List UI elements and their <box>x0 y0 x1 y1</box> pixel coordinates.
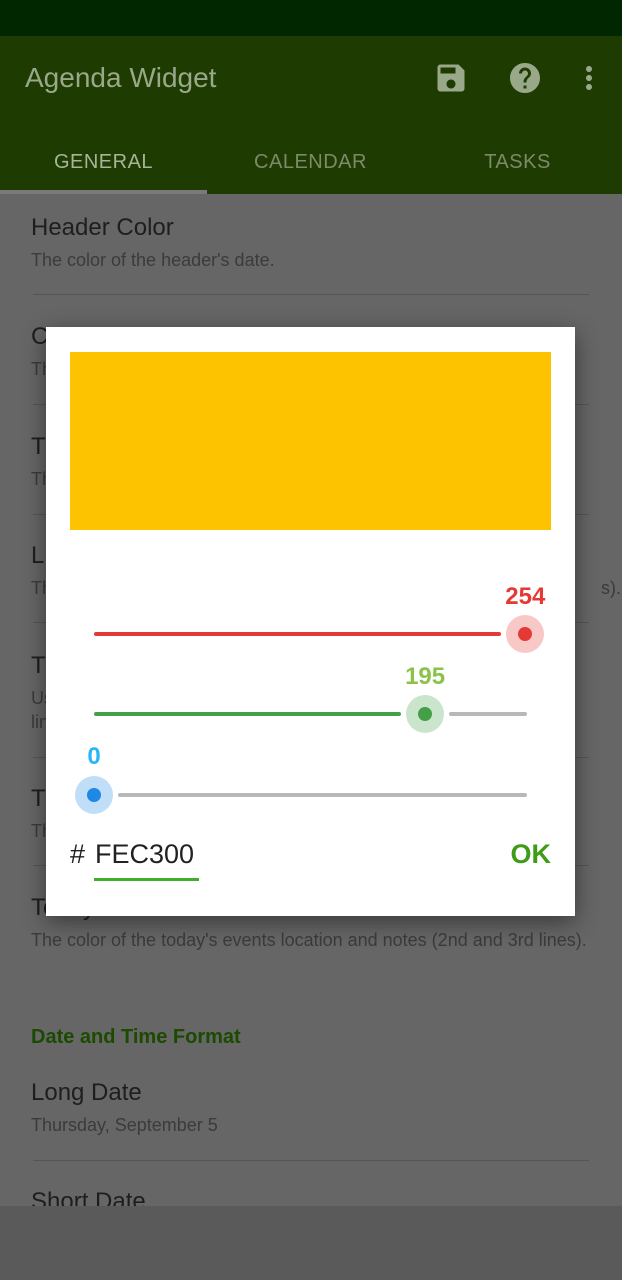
status-bar <box>0 0 622 36</box>
pref-title: C <box>31 323 49 350</box>
green-slider-track-rest[interactable] <box>449 712 527 716</box>
help-icon <box>510 63 540 93</box>
pref-short-date[interactable]: Short Date <box>31 1188 591 1206</box>
save-icon <box>437 64 465 92</box>
more-vert-icon <box>586 66 592 90</box>
green-slider-thumb-center <box>418 707 433 721</box>
hex-hash-symbol: # <box>70 839 86 869</box>
pref-summary: The color of the today's events location… <box>31 930 587 950</box>
app-bar: Agenda Widget GENERAL CALENDAR TASKS <box>0 36 622 194</box>
pref-summary-tail: s). <box>601 578 621 598</box>
red-value-label: 254 <box>505 583 546 610</box>
green-value-label: 195 <box>405 663 446 690</box>
pref-summary: Thursday, September 5 <box>31 1115 218 1135</box>
blue-slider-track-rest[interactable] <box>118 793 527 797</box>
help-button[interactable] <box>505 56 545 100</box>
pref-summary: The color of the header's date. <box>31 250 275 270</box>
pref-title: T <box>31 785 46 812</box>
pref-title: T <box>31 652 46 679</box>
more-options-button[interactable] <box>569 56 609 100</box>
tab-bar: GENERAL CALENDAR TASKS <box>0 130 622 194</box>
color-picker-dialog: 254 195 0 # FEC300 OK <box>46 327 575 916</box>
pref-header-color[interactable]: Header Color The color of the header's d… <box>31 214 591 272</box>
tab-general[interactable]: GENERAL <box>53 150 154 173</box>
pref-title: L <box>31 542 45 569</box>
blue-value-label: 0 <box>87 743 101 770</box>
pref-title: Short Date <box>31 1188 146 1206</box>
color-preview-swatch <box>70 352 551 530</box>
pref-title: Header Color <box>31 214 174 241</box>
hex-input[interactable]: FEC300 <box>95 839 195 869</box>
tab-indicator <box>0 190 207 194</box>
red-slider-track-fill <box>94 632 502 636</box>
navigation-bar-area <box>0 1206 622 1280</box>
tab-tasks[interactable]: TASKS <box>484 150 551 173</box>
divider <box>33 1160 589 1161</box>
green-slider-track-fill <box>94 712 402 716</box>
hex-input-underline <box>94 878 199 881</box>
red-slider-thumb-center <box>518 627 533 641</box>
pref-title: Long Date <box>31 1079 142 1106</box>
divider <box>33 294 589 295</box>
pref-title: T <box>31 433 46 460</box>
pref-long-date[interactable]: Long Date Thursday, September 5 <box>31 1079 591 1137</box>
ok-button[interactable]: OK <box>510 839 552 869</box>
save-button[interactable] <box>431 56 471 100</box>
tab-calendar[interactable]: CALENDAR <box>254 150 367 173</box>
pref-summary: lin <box>31 712 50 732</box>
app-title: Agenda Widget <box>25 62 217 93</box>
section-header-date-time: Date and Time Format <box>31 1026 241 1048</box>
blue-slider-thumb-center <box>87 788 101 802</box>
